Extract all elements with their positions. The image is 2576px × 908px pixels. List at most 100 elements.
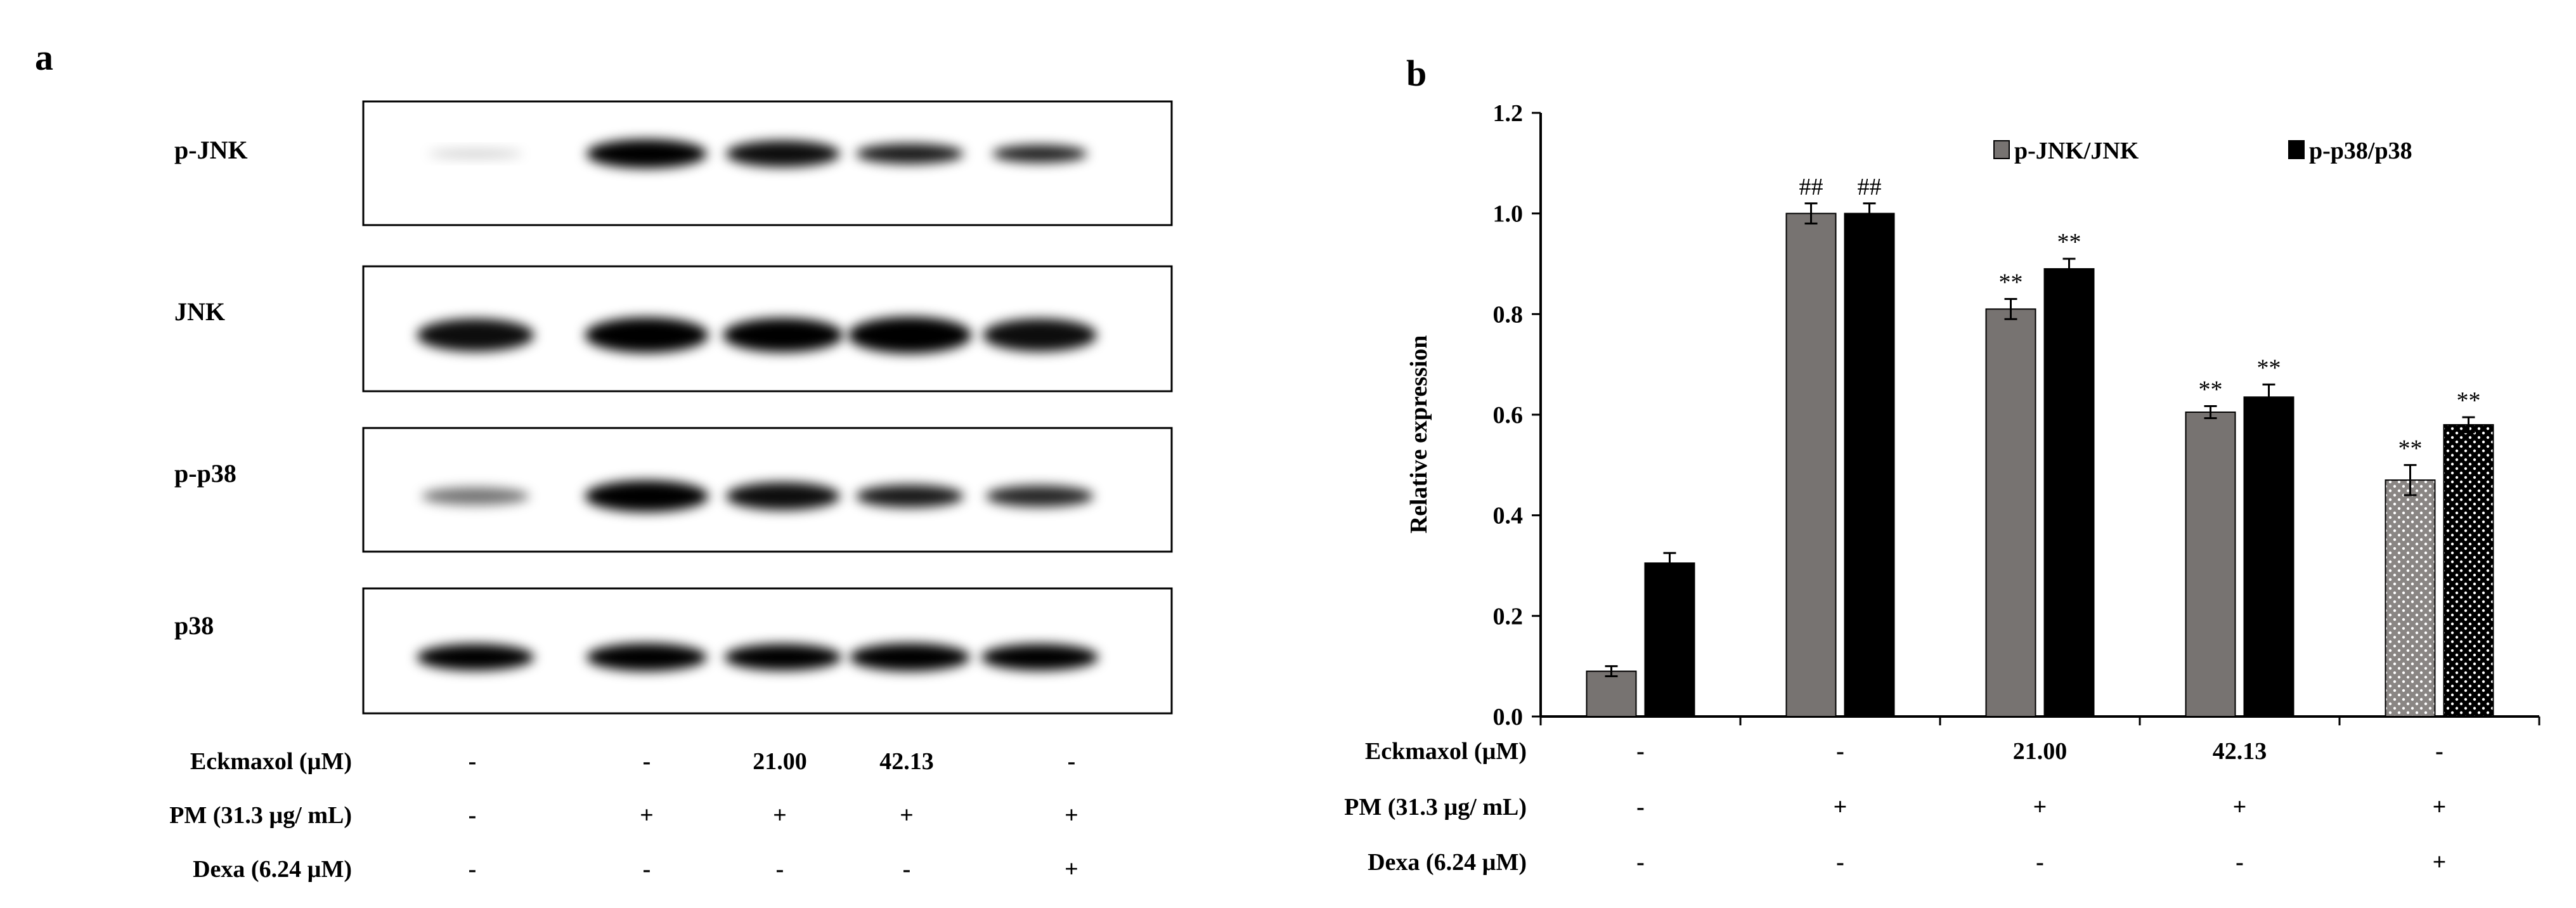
blot-band [417, 644, 534, 671]
y-tick-label: 0.2 [1493, 603, 1524, 630]
condition-value: + [2233, 794, 2247, 820]
y-axis: 0.0 0.2 0.4 0.6 0.8 1.0 1.2 [1493, 100, 2540, 730]
condition-value: + [2433, 849, 2447, 876]
bar-chart: 0.0 0.2 0.4 0.6 0.8 1.0 1.2 ## ** ** ** ## ** ** ** p… [1406, 100, 2540, 730]
blot-band [850, 643, 970, 671]
condition-value: - [2435, 738, 2443, 765]
blot-band [726, 140, 840, 167]
condition-value: - [469, 802, 477, 829]
blot-label-jnk: JNK [174, 297, 225, 326]
y-tick-label: 0.0 [1493, 704, 1524, 730]
blot-label-p-jnk: p-JNK [174, 136, 248, 164]
blot-band [992, 145, 1087, 163]
legend-label: p-p38/p38 [2309, 138, 2412, 164]
legend-swatch [1993, 140, 2010, 159]
blot-band [585, 480, 709, 512]
y-tick-label: 1.0 [1493, 201, 1524, 228]
blot-band [586, 643, 707, 671]
y-axis-label: Relative expression [1406, 335, 1432, 534]
condition-value: + [2433, 794, 2447, 820]
panel-b-label: b [1406, 53, 1427, 94]
bar [1844, 212, 1895, 717]
y-tick-label: 0.8 [1493, 301, 1524, 328]
bar [2043, 268, 2095, 717]
panel-a-conditions: Eckmaxol (µM) PM (31.3 µg/ mL) Dexa (6.2… [169, 748, 352, 883]
condition-value: + [1834, 794, 1848, 820]
blot-band [428, 149, 523, 159]
bar [1985, 308, 2036, 717]
blot-band [723, 318, 843, 353]
blot-band [981, 644, 1099, 671]
condition-value: - [1836, 849, 1844, 876]
condition-value: - [469, 856, 477, 883]
blot-band [422, 487, 529, 505]
significance-label: ** [2398, 435, 2423, 462]
significance-label: ** [2057, 229, 2081, 256]
bar [1785, 212, 1837, 717]
blot-band [417, 318, 534, 352]
condition-value: + [1065, 802, 1078, 829]
condition-value: + [2033, 794, 2047, 820]
y-tick-label: 0.6 [1493, 402, 1524, 429]
blot-band [848, 316, 972, 354]
significance-label: ## [1858, 174, 1882, 200]
condition-label-pm: PM (31.3 µg/ mL) [1344, 794, 1527, 820]
condition-value: - [776, 856, 784, 883]
condition-value: - [643, 856, 651, 883]
blot-band [726, 482, 840, 510]
condition-label-pm: PM (31.3 µg/ mL) [169, 802, 352, 829]
condition-label-dexa: Dexa (6.24 µM) [1368, 849, 1527, 876]
significance-label: ** [2199, 377, 2223, 403]
western-blot-panel [362, 100, 1173, 715]
bar [2385, 479, 2436, 718]
condition-value: - [1068, 748, 1076, 775]
blot-band [986, 485, 1094, 507]
blot-band [586, 139, 707, 169]
condition-label-eckmaxol: Eckmaxol (µM) [190, 748, 352, 775]
blot-label-p38: p38 [174, 611, 214, 640]
legend: p-JNK/JNK p-p38/p38 [1993, 138, 2412, 164]
significance-label: ** [1999, 269, 2023, 296]
condition-value: - [469, 748, 477, 775]
condition-value: - [1636, 849, 1645, 876]
blot-band [724, 644, 842, 671]
significance-label: ## [1799, 174, 1823, 200]
condition-value: 42.13 [2213, 738, 2267, 765]
significance-label: ** [2457, 387, 2481, 414]
blot-band [983, 318, 1097, 352]
condition-value: + [640, 802, 654, 829]
significance-label: ** [2257, 354, 2281, 381]
condition-value: + [1065, 856, 1078, 883]
panel-a-condition-values: - - 21.00 42.13 - - + + + + - - - - + [469, 748, 1078, 883]
panel-b-condition-values: - - 21.00 42.13 - - + + + + - - - - + [1636, 738, 2446, 876]
legend-label: p-JNK/JNK [2014, 138, 2139, 164]
condition-value: 42.13 [879, 748, 934, 775]
blot-band [856, 143, 964, 164]
bar [2443, 424, 2494, 717]
blot-label-p-p38: p-p38 [174, 459, 236, 488]
condition-value: 21.00 [753, 748, 807, 775]
panel-b-conditions: Eckmaxol (µM) PM (31.3 µg/ mL) Dexa (6.2… [1344, 738, 1527, 876]
bar [2243, 396, 2294, 717]
condition-value: - [1836, 738, 1844, 765]
blot-row-labels: p-JNK JNK p-p38 p38 [174, 136, 248, 640]
legend-swatch [2288, 140, 2305, 159]
y-tick-label: 0.4 [1493, 503, 1524, 529]
condition-value: - [2036, 849, 2044, 876]
condition-value: - [903, 856, 911, 883]
condition-label-eckmaxol: Eckmaxol (µM) [1365, 738, 1527, 765]
condition-value: - [1636, 794, 1645, 820]
condition-value: + [773, 802, 787, 829]
y-tick-label: 1.2 [1493, 100, 1524, 127]
condition-value: - [2236, 849, 2244, 876]
bar [1586, 670, 1637, 717]
blot-band [585, 317, 709, 353]
condition-label-dexa: Dexa (6.24 µM) [193, 856, 352, 883]
condition-value: 21.00 [2013, 738, 2068, 765]
bar [1644, 562, 1695, 717]
condition-value: - [1636, 738, 1645, 765]
condition-value: + [900, 802, 914, 829]
bars: ## ** ** ** ## ** ** ** [1586, 174, 2494, 718]
panel-a-label: a [35, 37, 53, 78]
